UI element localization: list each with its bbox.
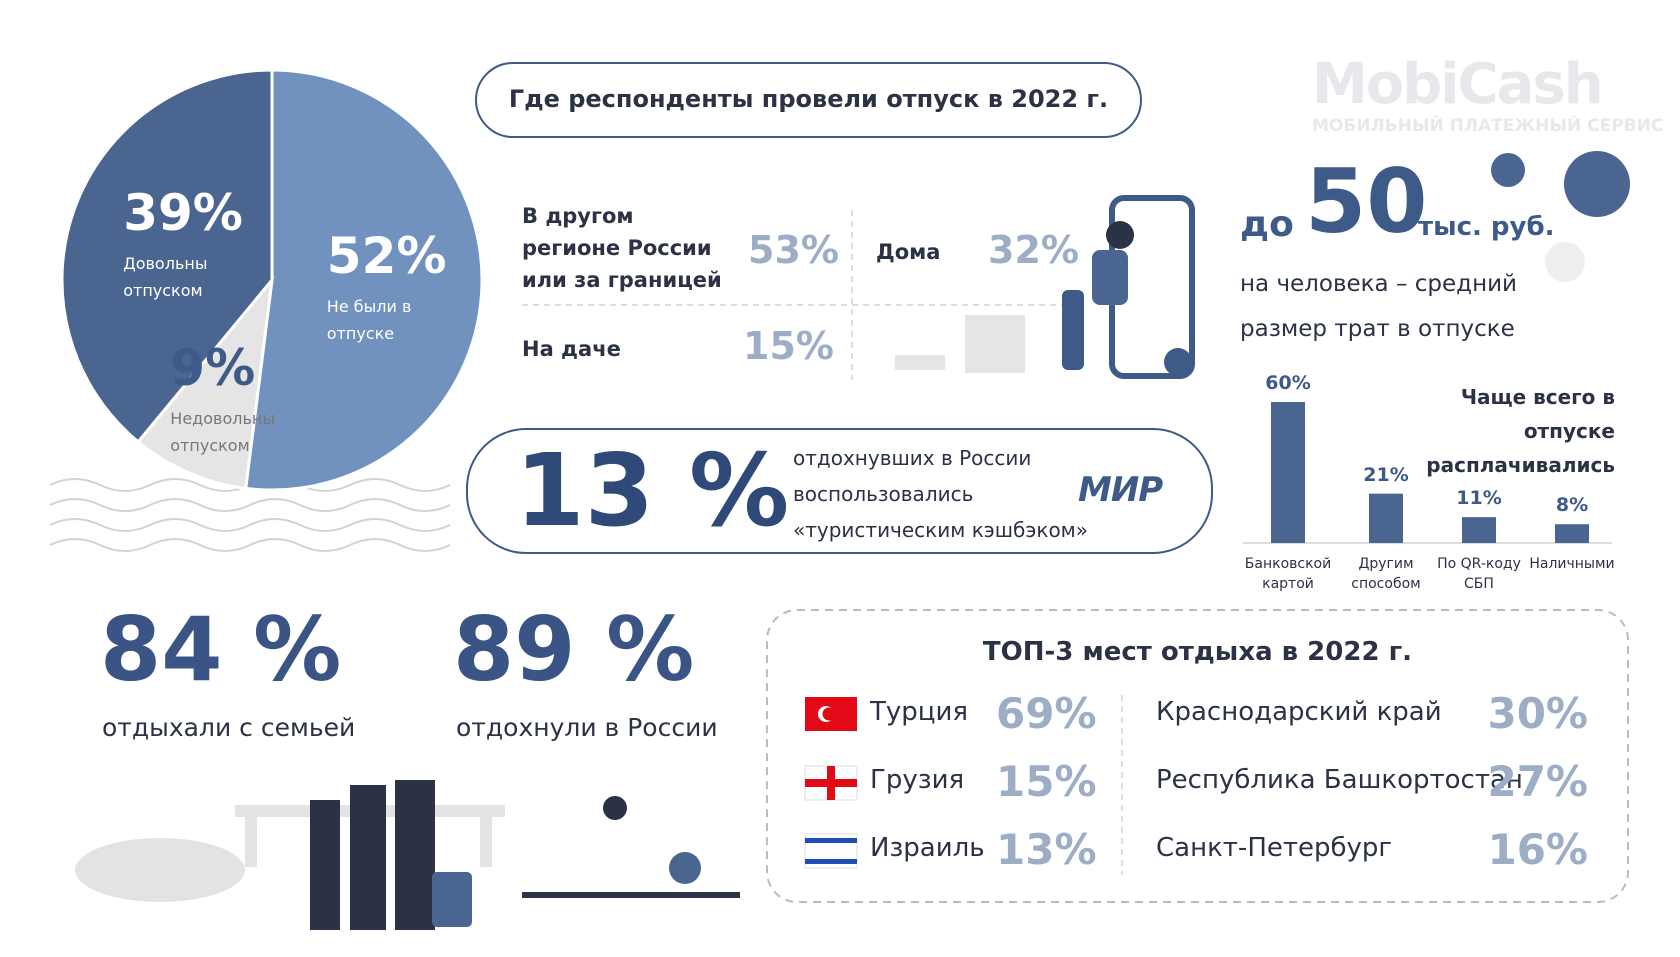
top3-title: ТОП-3 мест отдыха в 2022 г. — [982, 637, 1413, 667]
spending-text: на человека – средний размер трат в отпу… — [1240, 271, 1517, 342]
bar-value-label: 21% — [1363, 463, 1409, 486]
country-name: Израиль — [870, 833, 985, 863]
cashback-pill — [466, 428, 1213, 554]
country-value: 69% — [996, 689, 1097, 738]
traveler-illustration — [895, 195, 1195, 379]
spending-prefix: до — [1240, 204, 1294, 245]
where-label: Дома — [876, 240, 941, 264]
russia-value: 89 % — [453, 598, 695, 701]
where-title: Где респонденты провели отпуск в 2022 г. — [508, 85, 1109, 113]
russia-text: отдохнули в России — [456, 713, 718, 742]
where-value: 53% — [748, 228, 839, 272]
region-name: Краснодарский край — [1156, 697, 1442, 727]
bar — [1369, 493, 1403, 543]
brand-tagline: МОБИЛЬНЫЙ ПЛАТЕЖНЫЙ СЕРВИС — [1312, 116, 1664, 136]
family-text: отдыхали с семьей — [102, 713, 356, 742]
coins — [1491, 151, 1630, 282]
bar-category-label: Банковской картой — [1244, 556, 1332, 592]
region-name: Республика Башкортостан — [1156, 765, 1523, 795]
pie-text-label: Недовольны отпуском — [170, 409, 275, 456]
region-value: 27% — [1487, 757, 1588, 806]
country-name: Грузия — [870, 765, 965, 795]
where-title-pill — [475, 62, 1142, 138]
pie-slice — [244, 68, 484, 492]
country-value: 13% — [996, 825, 1097, 874]
spending-amount: 50 — [1305, 150, 1428, 253]
where-value: 32% — [988, 228, 1079, 272]
pie-text-label: Довольны отпуском — [123, 254, 208, 301]
region-name: Санкт-Петербург — [1156, 833, 1393, 863]
bar-chart — [1271, 402, 1589, 543]
region-value: 30% — [1487, 689, 1588, 738]
spending-unit: тыс. руб. — [1418, 212, 1555, 242]
brand-name: MobiCash — [1312, 52, 1604, 117]
payment-title: Чаще всего в отпуске расплачивались — [1426, 385, 1615, 477]
family-illustration — [75, 780, 740, 930]
cashback-value: 13 % — [515, 432, 790, 549]
pie-value-label: 9% — [170, 339, 256, 398]
bar-value-label: 11% — [1456, 487, 1502, 510]
flags — [804, 697, 858, 869]
cashback-text: отдохнувших в России воспользовались «ту… — [793, 446, 1089, 542]
bar — [1462, 517, 1496, 543]
bar-value-label: 60% — [1265, 372, 1311, 394]
bar-category-label: Наличными — [1529, 556, 1615, 572]
family-value: 84 % — [100, 598, 342, 701]
bar-category-label: Другим способом — [1351, 556, 1421, 592]
where-label: На даче — [522, 337, 621, 361]
bar — [1555, 524, 1589, 543]
pie-slice — [60, 68, 274, 444]
bar — [1271, 402, 1305, 543]
pie-value-label: 39% — [123, 184, 243, 243]
where-label: В другом регионе России или за границей — [522, 204, 722, 292]
bar-category-label: По QR-коду СБП — [1437, 556, 1521, 592]
country-value: 15% — [996, 757, 1097, 806]
bar-value-label: 8% — [1555, 494, 1589, 517]
pie-slice — [136, 275, 275, 491]
region-value: 16% — [1487, 825, 1588, 874]
pie-text-label: Не были в отпуске — [326, 296, 412, 343]
pie-value-label: 52% — [326, 226, 447, 285]
pie-chart — [60, 68, 484, 492]
mir-logo: МИР — [1078, 470, 1163, 510]
top3-box — [766, 609, 1629, 903]
country-name: Турция — [870, 697, 969, 727]
where-value: 15% — [743, 324, 834, 368]
